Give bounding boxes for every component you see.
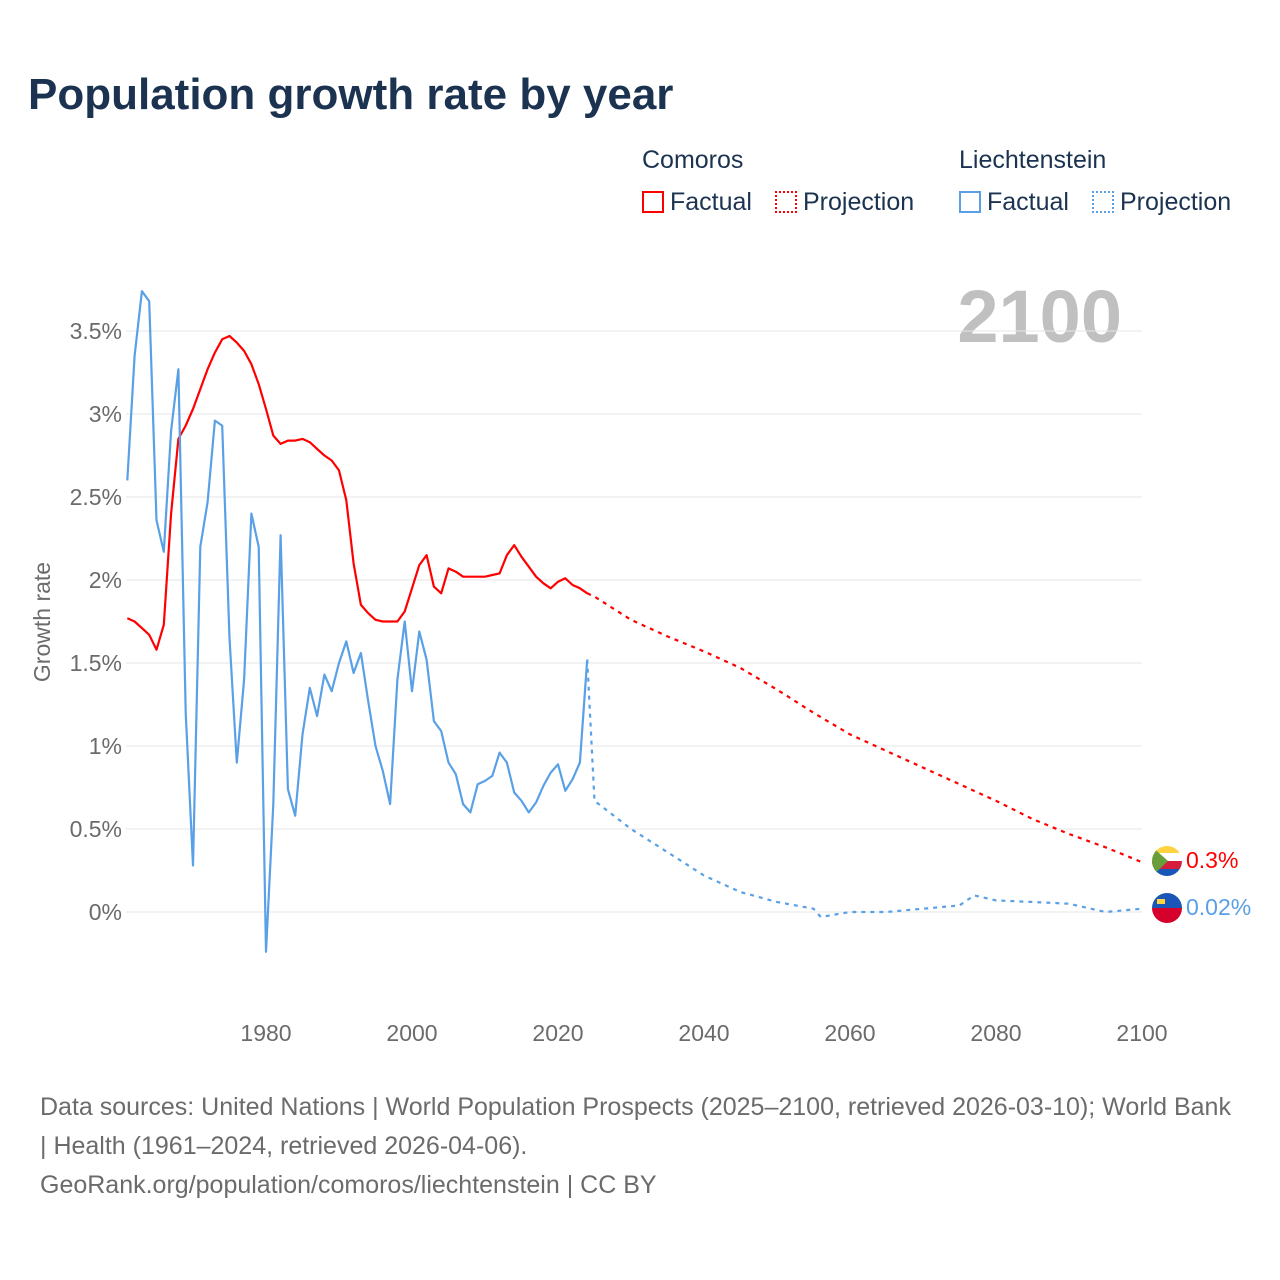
y-tick-label: 1% bbox=[89, 733, 122, 759]
year-display: 2100 bbox=[957, 275, 1122, 358]
source-line: Data sources: United Nations | World Pop… bbox=[40, 1093, 1231, 1160]
legend-liechtenstein-projection[interactable]: Projection bbox=[1092, 188, 1231, 217]
legend-group-comoros: Comoros bbox=[642, 146, 744, 174]
source-url[interactable]: GeoRank.org/population/comoros/liechtens… bbox=[40, 1171, 657, 1199]
y-tick-label: 3% bbox=[89, 401, 122, 427]
chart-title: Population growth rate by year bbox=[28, 70, 674, 119]
legend-liechtenstein-factual[interactable]: Factual bbox=[959, 188, 1069, 217]
y-tick-label: 3.5% bbox=[70, 318, 122, 344]
legend-comoros-projection[interactable]: Projection bbox=[775, 188, 914, 217]
x-tick-label: 2060 bbox=[824, 1020, 875, 1046]
liechtenstein-end-label: 0.02% bbox=[1186, 894, 1251, 920]
comoros-flag-icon bbox=[1152, 846, 1182, 876]
legend-comoros-factual[interactable]: Factual bbox=[642, 188, 752, 217]
liechtenstein-projection-line bbox=[586, 659, 1143, 919]
comoros-factual-line bbox=[126, 334, 588, 651]
liechtenstein-flag-icon bbox=[1152, 893, 1182, 923]
y-tick-label: 1.5% bbox=[70, 650, 122, 676]
liechtenstein-factual-line bbox=[126, 290, 589, 953]
y-tick-label: 0% bbox=[89, 899, 122, 925]
comoros-projection-line bbox=[586, 592, 1143, 864]
x-tick-label: 2080 bbox=[970, 1020, 1021, 1046]
legend-group-liechtenstein: Liechtenstein bbox=[959, 146, 1107, 174]
x-tick-label: 2100 bbox=[1116, 1020, 1167, 1046]
x-tick-label: 2040 bbox=[678, 1020, 729, 1046]
y-tick-label: 2% bbox=[89, 567, 122, 593]
y-tick-label: 0.5% bbox=[70, 816, 122, 842]
y-axis-label: Growth rate bbox=[29, 562, 55, 682]
x-tick-label: 1980 bbox=[240, 1020, 291, 1046]
x-tick-label: 2020 bbox=[532, 1020, 583, 1046]
source-note: Data sources: United Nations | World Pop… bbox=[40, 1088, 1240, 1205]
comoros-end-label: 0.3% bbox=[1186, 847, 1238, 873]
x-tick-label: 2000 bbox=[386, 1020, 437, 1046]
y-tick-label: 2.5% bbox=[70, 484, 122, 510]
